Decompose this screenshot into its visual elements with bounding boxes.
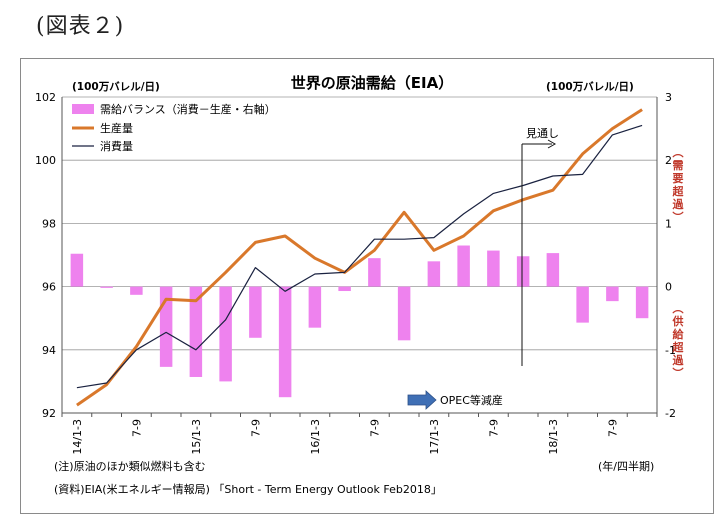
x-tick-label: 7-9	[249, 419, 262, 437]
consumption-line	[76, 124, 643, 389]
legend-bar-swatch	[72, 104, 94, 114]
balance-bar	[308, 286, 322, 328]
figure-label: (図表２)	[36, 14, 125, 39]
x-tick-label: 14/1-3	[71, 419, 84, 455]
x-tick-label: 17/1-3	[428, 419, 441, 455]
x-tick-label: 16/1-3	[309, 419, 322, 455]
balance-bar	[457, 245, 470, 287]
y-left-tick-label: 94	[42, 344, 56, 357]
x-tick-label: 7-9	[487, 419, 500, 437]
right-axis-upper-label: ︵需要超過︶	[672, 146, 685, 224]
y-right-tick-label: 1	[665, 217, 672, 230]
x-tick-label: 18/1-3	[547, 419, 560, 455]
y-left-tick-label: 96	[42, 281, 56, 294]
y-left-tick-label: 98	[42, 217, 56, 230]
y-right-tick-label: -2	[665, 407, 676, 420]
y-right-tick-label: 2	[665, 154, 672, 167]
x-tick-label: 15/1-3	[190, 419, 203, 455]
vertical-label-char: 過	[672, 197, 685, 211]
balance-bar	[635, 286, 649, 319]
line-series	[76, 108, 643, 407]
vertical-label-char: 超	[672, 184, 685, 198]
x-unit-label: (年/四半期)	[598, 459, 654, 473]
legend-label-consumption: 消費量	[100, 139, 133, 153]
legend-label-balance: 需給バランス（消費－生産・右軸）	[100, 102, 276, 116]
balance-bar	[576, 286, 589, 323]
vertical-label-char: ︶	[672, 210, 685, 224]
vertical-label-char: ︵	[672, 146, 685, 159]
x-tick-label: 7-9	[368, 419, 381, 437]
y-right-tick-label: -1	[665, 344, 676, 357]
balance-bar	[606, 286, 619, 302]
y-right-tick-label: 3	[665, 91, 672, 104]
vertical-label-char: 要	[673, 172, 684, 185]
note-line-2: (資料)EIA(米エネルギー情報局) 「Short - Term Energy …	[54, 482, 442, 496]
balance-bar	[278, 286, 292, 398]
vertical-label-char: 需	[673, 159, 684, 172]
balance-bars	[70, 245, 649, 398]
vertical-label-char: 給	[673, 327, 685, 341]
vertical-label-char: ︶	[672, 366, 685, 380]
y-left-tick-label: 100	[35, 154, 56, 167]
forecast-arrow-head	[547, 139, 557, 149]
balance-bar	[219, 286, 232, 382]
axes	[61, 97, 658, 417]
production-line	[76, 108, 643, 407]
balance-bar	[427, 261, 441, 287]
vertical-label-char: 供	[672, 314, 684, 328]
chart-title: 世界の原油需給（EIA）	[291, 74, 453, 92]
balance-bar	[100, 286, 113, 288]
x-tick-label: 7-9	[130, 419, 143, 437]
balance-bar	[249, 286, 262, 338]
y-left-tick-label: 92	[42, 407, 56, 420]
opec-label: OPEC等減産	[440, 393, 503, 407]
balance-bar	[338, 286, 351, 292]
balance-bar	[189, 286, 203, 377]
legend-label-production: 生産量	[100, 121, 133, 135]
opec-annotation: OPEC等減産	[407, 390, 503, 410]
vertical-label-char: 過	[672, 353, 685, 367]
chart-frame	[20, 58, 714, 514]
vertical-label-char: 超	[672, 340, 685, 354]
forecast-annotation: 見通し	[521, 127, 559, 366]
y-left-tick-label: 102	[35, 91, 56, 104]
balance-bar	[70, 253, 84, 287]
balance-bar	[516, 256, 530, 287]
balance-bar	[397, 286, 411, 341]
balance-bar	[130, 286, 143, 295]
tick-labels: 92 94 96 98 100 102 -2 -1 0 1 2 3 14/1-3 7-9 15/1-3 7-9…	[35, 91, 676, 455]
legend: 需給バランス（消費－生産・右軸） 生産量 消費量	[72, 102, 276, 153]
balance-bar	[368, 258, 381, 287]
vertical-label-char: ︵	[672, 302, 685, 315]
x-tick-label: 7-9	[606, 419, 619, 437]
note-line-1: (注)原油のほか類似燃料も含む	[54, 459, 206, 473]
forecast-label: 見通し	[526, 127, 559, 140]
left-unit-label: (100万バレル/日)	[72, 81, 160, 93]
balance-bar	[546, 253, 560, 287]
right-axis-lower-label: ︵供給超過︶	[672, 302, 685, 380]
balance-bar	[487, 250, 500, 287]
y-right-tick-label: 0	[665, 281, 672, 294]
right-unit-label: (100万バレル/日)	[546, 81, 634, 93]
opec-arrow-icon	[407, 390, 437, 410]
